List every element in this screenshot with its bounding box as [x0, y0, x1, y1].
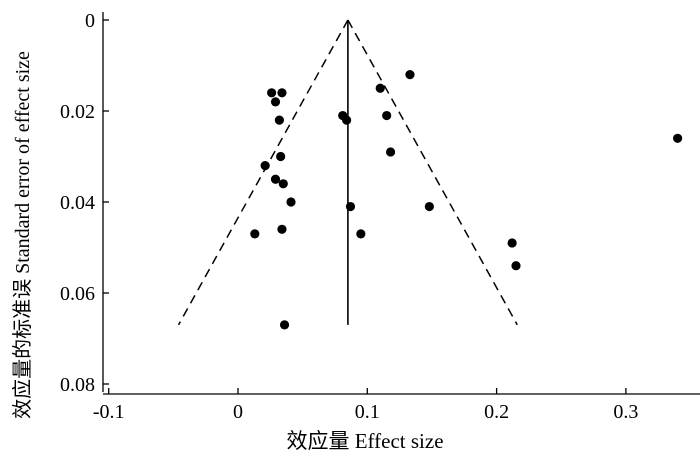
data-point [279, 320, 290, 330]
data-point [276, 151, 286, 162]
funnel-right-boundary [347, 19, 518, 326]
data-point [673, 133, 683, 143]
data-point [342, 115, 352, 125]
data-point [270, 97, 281, 107]
data-point [375, 83, 385, 93]
y-tick-label: 0.04 [60, 192, 95, 214]
data-point [277, 88, 287, 98]
data-point [507, 238, 517, 248]
data-point [511, 261, 521, 271]
data-point [385, 147, 396, 157]
x-tick-label: 0.3 [613, 401, 638, 423]
data-point [260, 161, 270, 171]
x-axis-label: 效应量 Effect size [286, 429, 443, 453]
y-tick-label: 0 [85, 10, 95, 32]
data-point [278, 179, 288, 189]
y-tick-label: 0.08 [60, 374, 95, 396]
data-point [424, 201, 434, 212]
y-tick-label: 0.06 [60, 283, 95, 305]
axes: 0 0.02 0.04 0.06 0.08 -0.1 0 0.1 0.2 0.3 [60, 10, 700, 423]
data-points [250, 70, 683, 330]
y-tick-label: 0.02 [60, 101, 95, 123]
data-point [270, 174, 281, 184]
x-tick-label: 0.1 [355, 401, 380, 423]
data-point [405, 70, 415, 80]
data-point [382, 110, 392, 121]
data-point [250, 229, 260, 239]
x-tick-label: 0 [233, 401, 243, 423]
data-point [277, 224, 287, 234]
x-tick-label: 0.2 [484, 401, 509, 423]
data-point [356, 229, 366, 239]
funnel-lines [177, 19, 518, 326]
data-point [267, 88, 277, 98]
funnel-left-boundary [177, 19, 349, 326]
x-tick-label: -0.1 [93, 401, 125, 423]
y-axis-label: 效应量的标准误 Standard error of effect size [11, 51, 34, 419]
data-point [274, 115, 284, 125]
data-point [286, 197, 296, 207]
data-point [345, 201, 356, 212]
